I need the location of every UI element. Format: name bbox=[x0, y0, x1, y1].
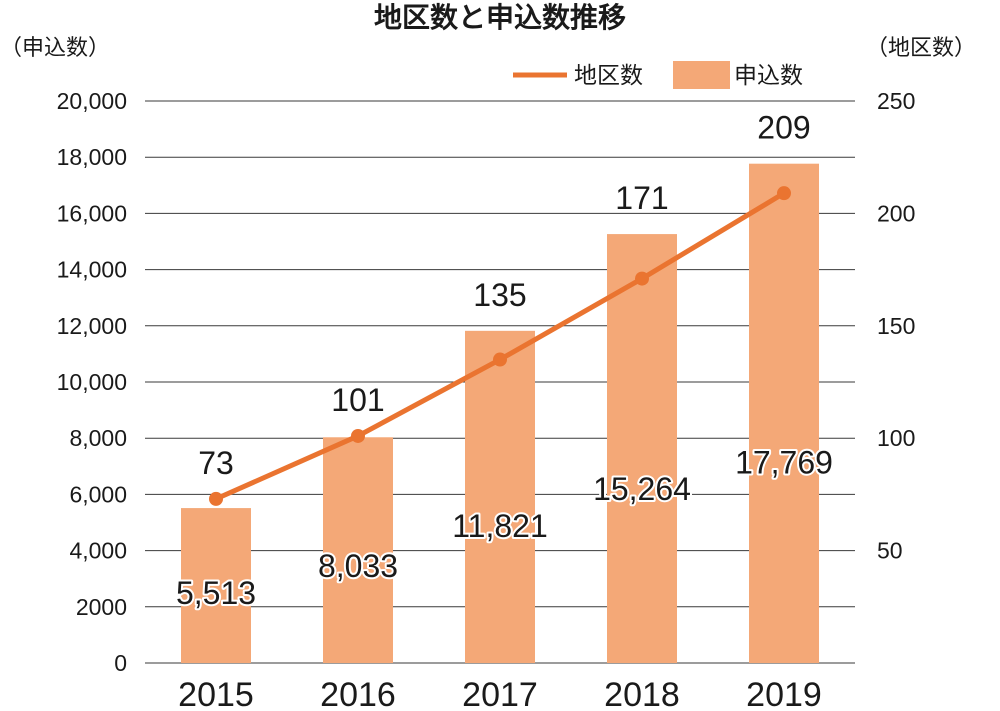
y-left-tick-label: 18,000 bbox=[57, 144, 127, 170]
y-left-tick-label: 10,000 bbox=[57, 369, 127, 395]
line-value-label: 101 bbox=[331, 382, 384, 418]
bar-value-label: 11,821 bbox=[452, 508, 548, 544]
y-left-tick-label: 2000 bbox=[76, 594, 127, 620]
legend-bar-swatch bbox=[673, 61, 730, 89]
line-value-label: 135 bbox=[473, 277, 526, 313]
y-right-tick-label: 250 bbox=[877, 88, 915, 114]
bar-value-label: 8,033 bbox=[318, 548, 398, 584]
chart-title: 地区数と申込数推移 bbox=[374, 1, 626, 34]
line-point bbox=[493, 352, 507, 367]
y-left-tick-label: 8,000 bbox=[69, 425, 127, 451]
x-tick-label: 2019 bbox=[746, 676, 822, 711]
bar bbox=[465, 330, 535, 663]
y-right-tick-label: 50 bbox=[877, 538, 903, 564]
left-axis-label: （申込数） bbox=[0, 36, 110, 61]
legend-line-label: 地区数 bbox=[574, 63, 643, 89]
y-left-tick-label: 16,000 bbox=[57, 200, 127, 226]
line-point bbox=[209, 491, 223, 506]
x-tick-label: 2015 bbox=[178, 676, 254, 711]
legend: 地区数 申込数 bbox=[513, 61, 803, 89]
y-left-tick-label: 0 bbox=[114, 650, 127, 676]
bar bbox=[607, 234, 677, 663]
legend-bar-label: 申込数 bbox=[734, 63, 803, 89]
line-point bbox=[777, 186, 791, 201]
right-axis-label: （地区数） bbox=[866, 36, 976, 61]
bar bbox=[749, 163, 819, 663]
y-right-tick-label: 100 bbox=[877, 425, 915, 451]
line-value-label: 171 bbox=[615, 180, 668, 216]
bar bbox=[181, 508, 251, 663]
line-value-label: 209 bbox=[757, 110, 810, 146]
y-left-tick-label: 6,000 bbox=[69, 481, 127, 507]
line-value-label: 73 bbox=[198, 445, 234, 481]
y-left-tick-label: 4,000 bbox=[69, 538, 127, 564]
y-left-tick-label: 20,000 bbox=[57, 88, 127, 114]
y-right-tick-label: 200 bbox=[877, 200, 915, 226]
x-tick-label: 2016 bbox=[320, 676, 396, 711]
y-left-tick-label: 14,000 bbox=[57, 257, 127, 283]
y-right-tick-label: 150 bbox=[877, 313, 915, 339]
bar-value-label: 17,769 bbox=[735, 444, 833, 480]
bar-value-label: 15,264 bbox=[593, 471, 691, 507]
line-point bbox=[635, 271, 649, 286]
bar bbox=[323, 437, 393, 663]
x-tick-label: 2017 bbox=[462, 676, 538, 711]
x-tick-label: 2018 bbox=[604, 676, 680, 711]
y-left-tick-label: 12,000 bbox=[57, 313, 127, 339]
line-point bbox=[351, 428, 365, 443]
bar-value-label: 5,513 bbox=[176, 575, 256, 611]
